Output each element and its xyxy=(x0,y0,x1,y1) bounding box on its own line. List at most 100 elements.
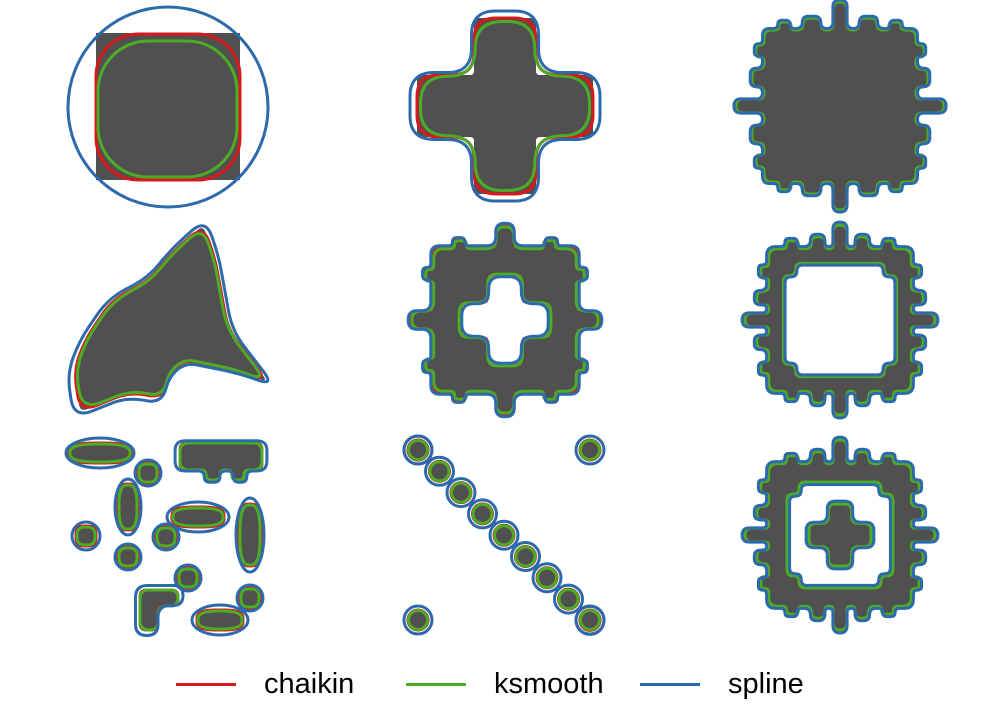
legend-item-spline: spline xyxy=(640,660,804,708)
square-with-bumps-spline-curve xyxy=(732,0,948,214)
dot-2-ksmooth-curve xyxy=(406,609,430,631)
blob-9-ksmooth-curve xyxy=(239,587,261,609)
dot-2-fill xyxy=(409,611,427,629)
blob-6-spline-curve xyxy=(151,522,181,552)
blob-9-spline-curve xyxy=(235,583,265,613)
dot-10-ksmooth-curve xyxy=(557,588,580,611)
blob-3-spline-curve xyxy=(165,500,231,534)
dot-5-ksmooth-curve xyxy=(449,481,473,504)
dot-2-spline-curve xyxy=(402,604,434,636)
dot-3-fill xyxy=(409,441,427,459)
blob-5-ksmooth-curve xyxy=(75,525,97,547)
blob-l-shape-spline-curve xyxy=(134,584,185,638)
blob-5-fill xyxy=(77,527,95,545)
dot-6-fill xyxy=(473,504,492,523)
dot-8-spline-curve xyxy=(509,541,542,572)
panel-ring-with-plus-hole xyxy=(406,221,604,419)
blob-7-ksmooth-curve xyxy=(117,546,139,568)
dot-8-fill xyxy=(516,547,535,566)
chart-legend: chaikin ksmooth spline xyxy=(0,660,1008,708)
dot-3-spline-curve xyxy=(402,434,434,466)
ring-with-plus-hole-shape-fill xyxy=(411,226,599,414)
ring-with-square-hole-spline-curve xyxy=(740,220,940,420)
dot-12-ksmooth-curve xyxy=(578,609,602,631)
panel-diagonal-dots xyxy=(402,434,606,636)
ring-with-square-hole-shape-fill xyxy=(744,224,936,416)
blob-t-shape-fill xyxy=(180,443,262,480)
dot-7-spline-curve xyxy=(488,519,520,551)
legend-swatch-ksmooth xyxy=(406,682,466,686)
dot-4-ksmooth-curve xyxy=(428,460,451,483)
legend-item-ksmooth: ksmooth xyxy=(406,660,604,708)
nested-ring-with-plus-shape-fill xyxy=(744,439,936,631)
blob-8-fill xyxy=(179,569,197,587)
dot-9-ksmooth-curve xyxy=(535,566,559,589)
blob-3-ksmooth-curve xyxy=(171,506,225,528)
dot-1-ksmooth-curve xyxy=(578,439,602,461)
panel-scattered-blobs xyxy=(64,436,269,638)
panel-plus xyxy=(408,9,602,203)
dot-5-spline-curve xyxy=(445,477,477,509)
dot-1-spline-curve xyxy=(574,434,606,466)
panel-square xyxy=(66,5,270,209)
blob-10-fill xyxy=(198,611,242,629)
dot-1-fill xyxy=(581,441,599,459)
square-spline-curve xyxy=(66,5,270,209)
legend-label-chaikin: chaikin xyxy=(264,667,355,700)
legend-label-spline: spline xyxy=(728,667,804,700)
blob-4-spline-curve xyxy=(234,496,266,574)
blob-3-fill xyxy=(173,508,223,526)
dot-10-spline-curve xyxy=(552,583,585,615)
blob-0-spline-curve xyxy=(64,436,136,470)
dot-6-ksmooth-curve xyxy=(471,502,494,525)
legend-swatch-chaikin xyxy=(176,682,236,686)
ring-with-plus-hole-spline-curve xyxy=(406,221,604,419)
panel-ring-with-square-hole xyxy=(740,220,940,420)
blob-6-ksmooth-curve xyxy=(155,526,177,548)
blob-2-fill xyxy=(119,485,137,529)
panel-nested-ring-with-plus xyxy=(740,435,940,635)
chart-plot-area xyxy=(64,0,948,638)
dot-7-fill xyxy=(495,526,513,545)
blob-7-spline-curve xyxy=(113,542,143,572)
blob-4-fill xyxy=(240,505,260,565)
square-ksmooth-curve xyxy=(96,39,239,179)
blob-0-ksmooth-curve xyxy=(68,442,132,464)
blob-1-fill xyxy=(139,464,157,482)
blob-9-fill xyxy=(241,589,259,607)
dot-10-fill xyxy=(559,590,578,609)
nested-ring-with-plus-spline-curve xyxy=(740,435,940,635)
blob-5-spline-curve xyxy=(70,520,102,552)
blob-8-ksmooth-curve xyxy=(177,567,199,589)
panel-square-with-bumps xyxy=(732,0,948,214)
square-with-bumps-shape-fill xyxy=(736,2,944,210)
plus-spline-curve xyxy=(408,9,602,203)
dot-12-fill xyxy=(581,611,599,629)
legend-label-ksmooth: ksmooth xyxy=(494,667,604,700)
dot-4-fill xyxy=(430,462,449,481)
dot-4-spline-curve xyxy=(423,455,456,487)
irregular-triangle-spline-curve xyxy=(67,224,270,415)
plus-ksmooth-curve xyxy=(419,20,591,192)
dot-7-ksmooth-curve xyxy=(492,524,516,547)
legend-swatch-spline xyxy=(640,682,700,686)
plus-shape-fill xyxy=(417,18,593,194)
dot-9-fill xyxy=(538,568,556,587)
square-shape-fill xyxy=(96,33,240,180)
blob-0-fill xyxy=(70,444,130,462)
blob-7-fill xyxy=(119,548,137,566)
blob-l-shape-fill xyxy=(140,590,178,630)
blob-4-ksmooth-curve xyxy=(238,503,262,567)
blob-2-spline-curve xyxy=(113,477,143,537)
blob-10-spline-curve xyxy=(190,603,250,637)
blob-2-ksmooth-curve xyxy=(117,483,139,531)
square-chaikin-curve xyxy=(94,32,242,182)
dot-3-ksmooth-curve xyxy=(406,439,430,461)
irregular-triangle-ksmooth-curve xyxy=(75,232,262,407)
blob-1-spline-curve xyxy=(133,458,163,488)
panel-irregular-triangle xyxy=(67,224,270,415)
blob-10-ksmooth-curve xyxy=(196,609,244,631)
dot-12-spline-curve xyxy=(574,604,606,636)
dot-9-spline-curve xyxy=(531,562,563,594)
dot-8-ksmooth-curve xyxy=(514,545,537,568)
